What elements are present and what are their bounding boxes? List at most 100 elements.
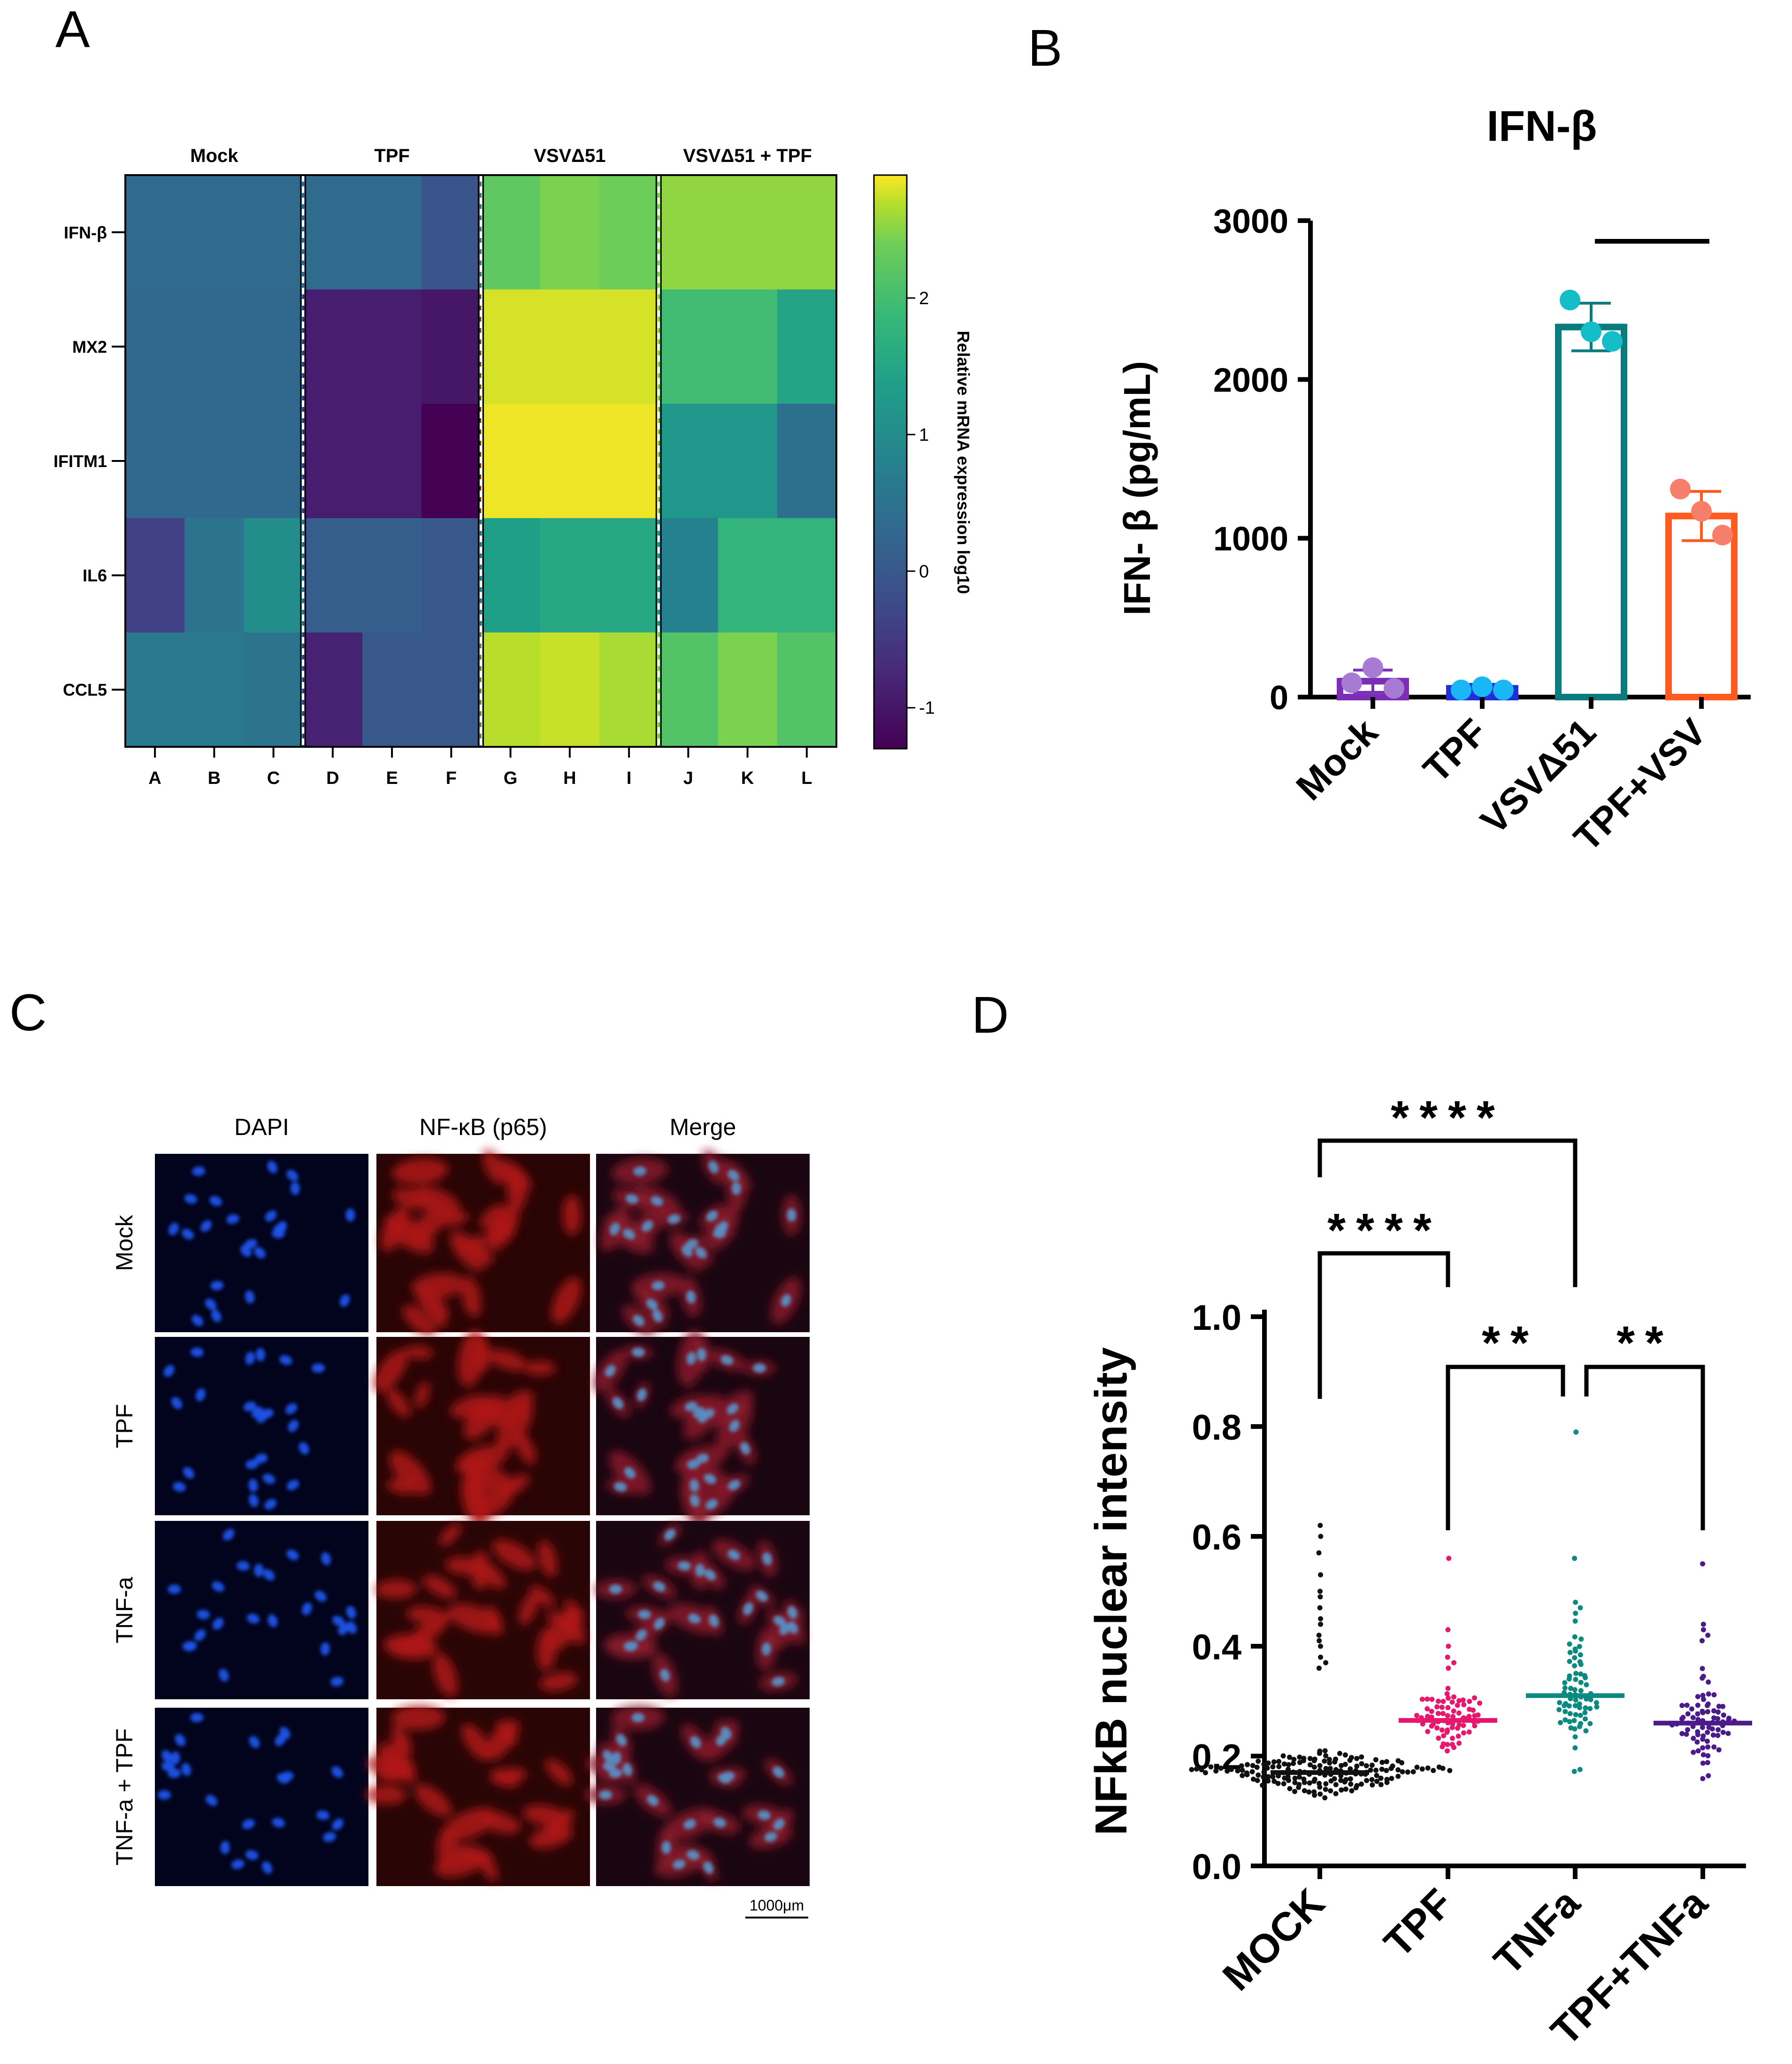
- cell-nucleus: [728, 1550, 740, 1560]
- data-point-MOCK: [1323, 1787, 1328, 1792]
- data-point-TNFa: [1562, 1703, 1567, 1708]
- cell-nucleus: [613, 1397, 624, 1409]
- cell-cytoplasm: [389, 1635, 435, 1657]
- data-point-MOCK: [1447, 1768, 1453, 1773]
- data-point-MOCK: [1261, 1769, 1267, 1775]
- cell-nucleus: [286, 1550, 299, 1560]
- data-point-TPF: [1451, 1708, 1456, 1714]
- data-point-MOCK: [1265, 1760, 1271, 1766]
- data-point-TPF+TNFa: [1700, 1627, 1706, 1633]
- data-point-MOCK: [1317, 1594, 1323, 1600]
- heatmap-group-label: TPF: [374, 146, 410, 166]
- cell-cytoplasm: [479, 1854, 498, 1881]
- data-point-TPF: [1466, 1714, 1472, 1719]
- heatmap-row-label: MX2: [72, 337, 107, 356]
- data-point-TPF+TNFa: [1715, 1727, 1721, 1733]
- heatmap-cell-MX2-K: [718, 289, 778, 404]
- micrograph-tile-TPF-Merge: [593, 1329, 810, 1527]
- colorbar-ticks: 2 1 0 -1: [907, 289, 935, 718]
- data-point-TNFa: [1573, 1671, 1579, 1676]
- data-point-TNFa: [1577, 1644, 1582, 1650]
- cell-nucleus: [632, 1347, 645, 1357]
- cell-nucleus: [603, 1762, 616, 1772]
- cell-nucleus: [240, 1245, 252, 1257]
- data-point-MOCK: [1250, 1776, 1256, 1782]
- data-point-TPF+TNFa: [1706, 1679, 1711, 1685]
- cell-nucleus: [248, 1479, 258, 1492]
- data-point-TPF: [1461, 1730, 1467, 1736]
- heatmap-group-labels: Mock TPF VSVΔ51 VSVΔ51 + TPF: [190, 146, 812, 166]
- data-point-MOCK: [1369, 1777, 1375, 1782]
- cell-nucleus: [246, 1613, 260, 1624]
- data-point-MOCK: [1297, 1760, 1302, 1765]
- data-point-MOCK: [1281, 1781, 1287, 1787]
- cell-nucleus: [684, 1401, 698, 1412]
- cell-nucleus: [210, 1281, 224, 1290]
- cell-nucleus: [697, 1411, 709, 1423]
- cell-cytoplasm: [551, 1277, 582, 1324]
- cell-nucleus: [320, 1642, 330, 1656]
- cell-nucleus: [190, 1713, 204, 1723]
- cell-cytoplasm: [523, 1360, 556, 1376]
- data-point-MOCK: [1255, 1778, 1260, 1783]
- data-point-TPF+TNFa: [1709, 1726, 1715, 1732]
- cell-nucleus: [764, 1832, 777, 1842]
- data-point-TPF+TNFa: [1716, 1703, 1722, 1709]
- heatmap-cell-IFITM1-J: [659, 404, 719, 519]
- heatmap-cell-MX2-G: [481, 289, 541, 404]
- cell-nucleus: [705, 1499, 718, 1510]
- data-point-TPF: [1445, 1627, 1451, 1633]
- data-point-TPF+TNFa: [1694, 1739, 1700, 1745]
- cell-nucleus: [667, 1214, 681, 1224]
- cell-nucleus: [787, 1208, 796, 1222]
- cell-nucleus: [275, 1734, 286, 1746]
- data-point-MOCK: [1189, 1767, 1195, 1772]
- data-point-TPF: [1441, 1733, 1447, 1739]
- data-point-MOCK: [1292, 1780, 1298, 1785]
- data-point-TNFa: [1582, 1710, 1588, 1716]
- cell-nucleus: [631, 1713, 645, 1723]
- cell-nucleus: [163, 1365, 175, 1377]
- data-point-TNFa: [1587, 1706, 1593, 1711]
- data-point-MOCK: [1342, 1779, 1348, 1785]
- data-point-MOCK: [1240, 1767, 1245, 1773]
- heatmap-cell-IFN-β-E: [362, 175, 422, 290]
- data-point-TPF: [1429, 1709, 1434, 1714]
- heatmap-cell-MX2-A: [125, 289, 185, 404]
- data-point-MOCK: [1316, 1633, 1322, 1638]
- data-point-TPF: [1456, 1722, 1462, 1727]
- data-point-TPF: [1436, 1735, 1441, 1741]
- data-point-MOCK: [1286, 1778, 1291, 1783]
- heatmap-cell-IFN-β-G: [481, 175, 541, 290]
- panel-label-b: B: [1028, 19, 1062, 77]
- data-point-TPF: [1434, 1725, 1440, 1731]
- cell-nucleus: [285, 1403, 298, 1414]
- heatmap-group-label: Mock: [190, 146, 238, 166]
- nuclei-layer: [609, 1529, 798, 1687]
- data-point-TPF+TNFa: [1700, 1776, 1706, 1781]
- data-point-TPF+TNFa: [1695, 1703, 1700, 1708]
- data-point-MOCK: [1358, 1781, 1364, 1787]
- heatmap-cell-CCL5-G: [481, 632, 541, 747]
- cell-nucleus: [262, 1473, 276, 1484]
- cell-nucleus: [633, 1315, 645, 1327]
- data-point-TPF: [1440, 1741, 1446, 1747]
- cell-nucleus: [689, 1494, 700, 1507]
- data-point-MOCK: [1369, 1762, 1375, 1768]
- data-point-MOCK: [1368, 1767, 1373, 1773]
- cell-nucleus: [638, 1610, 651, 1619]
- data-point-TNFa: [1587, 1721, 1593, 1726]
- cell-nucleus: [625, 1641, 638, 1651]
- cell-nucleus: [678, 1561, 691, 1571]
- cell-nucleus: [686, 1351, 696, 1365]
- data-point-MOCK: [1373, 1757, 1378, 1763]
- cell-nucleus: [636, 1629, 647, 1641]
- data-point-MOCK: [1254, 1765, 1260, 1770]
- data-point-MOCK: [1307, 1780, 1312, 1786]
- micrograph-row-label: Mock: [111, 1214, 138, 1271]
- data-point-TPF+TNFa: [1685, 1711, 1691, 1717]
- data-point-TNFa: [1567, 1641, 1572, 1647]
- data-point-MOCK: [1250, 1763, 1256, 1768]
- data-point-MOCK: [1260, 1782, 1265, 1788]
- data-point-TNFa: [1567, 1658, 1572, 1664]
